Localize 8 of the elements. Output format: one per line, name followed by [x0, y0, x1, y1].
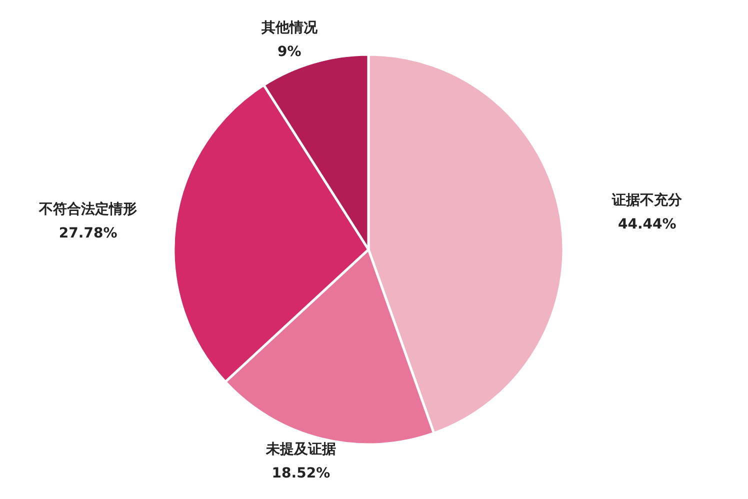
data-label: 9%	[278, 44, 302, 60]
slice-label: 不符合法定情形	[38, 200, 138, 218]
data-label: 44.44%	[618, 216, 676, 232]
slice-label: 其他情况	[260, 20, 318, 36]
data-label: 27.78%	[58, 225, 118, 242]
slice-label: 证据不充分	[611, 191, 684, 208]
slice-label: 未提及证据	[264, 442, 336, 458]
data-label: 18.52%	[272, 466, 330, 482]
